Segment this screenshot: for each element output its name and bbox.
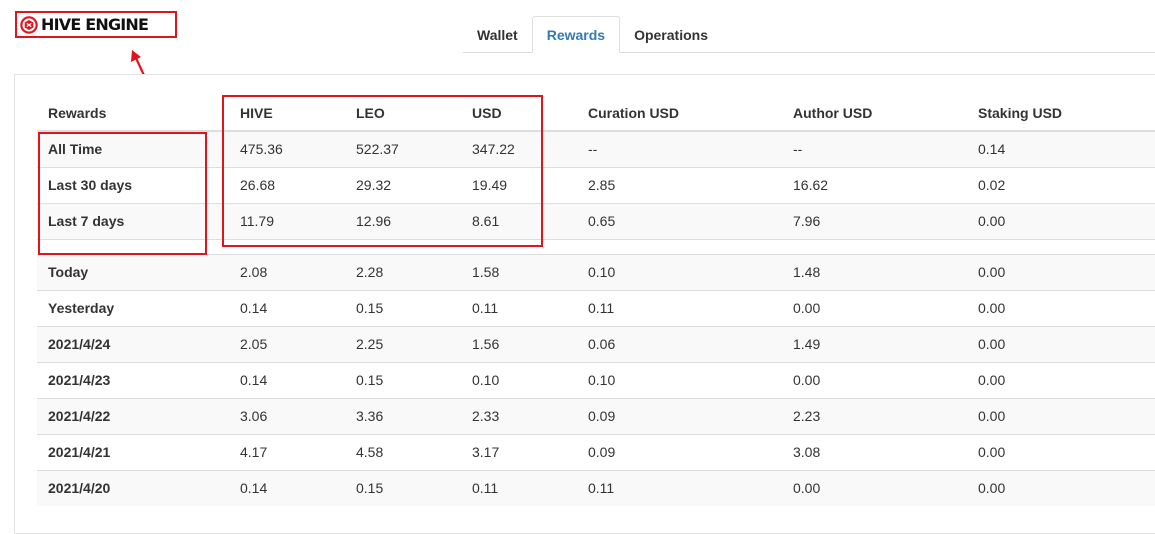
- table-cell: 0.00: [782, 361, 967, 398]
- table-cell: 0.00: [782, 289, 967, 326]
- table-cell: 0.06: [577, 325, 782, 362]
- column-header: LEO: [345, 95, 461, 132]
- table-cell: 0.65: [577, 202, 782, 239]
- table-cell: 0.00: [967, 325, 1155, 362]
- hive-engine-logo[interactable]: HIVE ENGINE: [15, 11, 177, 38]
- row-label: 2021/4/20: [37, 469, 229, 506]
- table-cell: 0.10: [577, 253, 782, 290]
- table-cell: 0.15: [345, 469, 461, 506]
- table-cell: 0.00: [967, 433, 1155, 470]
- table-cell: 2.28: [345, 253, 461, 290]
- table-row: Last 30 days 26.68 29.32 19.49 2.85 16.6…: [37, 166, 1155, 203]
- column-header: Author USD: [782, 95, 967, 132]
- table-cell: 0.00: [967, 361, 1155, 398]
- table-cell: 0.02: [967, 166, 1155, 203]
- table-cell: 0.09: [577, 397, 782, 434]
- table-row: All Time 475.36 522.37 347.22 -- -- 0.14: [37, 130, 1155, 167]
- table-cell: 3.08: [782, 433, 967, 470]
- table-cell: --: [782, 130, 967, 167]
- column-header: Curation USD: [577, 95, 782, 132]
- table-cell: 0.14: [229, 289, 345, 326]
- table-cell: --: [577, 130, 782, 167]
- row-label: 2021/4/22: [37, 397, 229, 434]
- table-cell: 7.96: [782, 202, 967, 239]
- table-spacer: [37, 238, 1155, 254]
- table-cell: 475.36: [229, 130, 345, 167]
- table-cell: 0.11: [577, 289, 782, 326]
- table-cell: 3.06: [229, 397, 345, 434]
- table-cell: 0.14: [229, 469, 345, 506]
- column-header: HIVE: [229, 95, 345, 132]
- row-label: 2021/4/23: [37, 361, 229, 398]
- row-label: Today: [37, 253, 229, 290]
- table-cell: 3.17: [461, 433, 577, 470]
- column-header: USD: [461, 95, 577, 132]
- table-cell: 0.15: [345, 289, 461, 326]
- row-label: All Time: [37, 130, 229, 167]
- table-cell: 11.79: [229, 202, 345, 239]
- table-cell: 0.10: [577, 361, 782, 398]
- row-label: 2021/4/24: [37, 325, 229, 362]
- table-cell: 2.08: [229, 253, 345, 290]
- table-cell: 2.85: [577, 166, 782, 203]
- table-cell: 2.23: [782, 397, 967, 434]
- table-cell: 2.25: [345, 325, 461, 362]
- table-cell: 0.11: [577, 469, 782, 506]
- hive-engine-logo-icon: [20, 15, 38, 34]
- table-cell: 4.58: [345, 433, 461, 470]
- table-row: 2021/4/20 0.14 0.15 0.11 0.11 0.00 0.00: [37, 469, 1155, 506]
- table-cell: 16.62: [782, 166, 967, 203]
- table-cell: 347.22: [461, 130, 577, 167]
- row-label: Yesterday: [37, 289, 229, 326]
- table-cell: 0.09: [577, 433, 782, 470]
- table-cell: 0.15: [345, 361, 461, 398]
- table-row: 2021/4/22 3.06 3.36 2.33 0.09 2.23 0.00: [37, 397, 1155, 434]
- row-label: Last 7 days: [37, 202, 229, 239]
- table-cell: 0.14: [229, 361, 345, 398]
- tab-operations[interactable]: Operations: [634, 27, 708, 43]
- row-label: 2021/4/21: [37, 433, 229, 470]
- table-row: 2021/4/23 0.14 0.15 0.10 0.10 0.00 0.00: [37, 361, 1155, 398]
- table-cell: 3.36: [345, 397, 461, 434]
- table-cell: 1.48: [782, 253, 967, 290]
- row-label: Last 30 days: [37, 166, 229, 203]
- table-cell: 0.00: [967, 469, 1155, 506]
- table-cell: 8.61: [461, 202, 577, 239]
- column-header: Rewards: [37, 95, 229, 132]
- table-cell: 2.33: [461, 397, 577, 434]
- table-cell: 0.14: [967, 130, 1155, 167]
- table-cell: 0.00: [967, 397, 1155, 434]
- table-row: Today 2.08 2.28 1.58 0.10 1.48 0.00: [37, 253, 1155, 290]
- table-cell: 0.00: [782, 469, 967, 506]
- table-cell: 1.49: [782, 325, 967, 362]
- table-cell: 1.58: [461, 253, 577, 290]
- table-cell: 0.11: [461, 469, 577, 506]
- table-header-row: Rewards HIVE LEO USD Curation USD Author…: [37, 95, 1155, 132]
- table-cell: 19.49: [461, 166, 577, 203]
- wallet-tabs: Wallet Rewards Operations: [463, 16, 1155, 53]
- table-cell: 522.37: [345, 130, 461, 167]
- tabs-divider: [463, 52, 1155, 53]
- tab-rewards[interactable]: Rewards: [531, 16, 621, 53]
- table-cell: 12.96: [345, 202, 461, 239]
- table-cell: 29.32: [345, 166, 461, 203]
- table-row: Yesterday 0.14 0.15 0.11 0.11 0.00 0.00: [37, 289, 1155, 326]
- rewards-table: Rewards HIVE LEO USD Curation USD Author…: [37, 95, 1155, 506]
- table-cell: 0.00: [967, 253, 1155, 290]
- table-cell: 2.05: [229, 325, 345, 362]
- table-row: 2021/4/21 4.17 4.58 3.17 0.09 3.08 0.00: [37, 433, 1155, 470]
- tab-wallet[interactable]: Wallet: [477, 27, 518, 43]
- table-cell: 0.10: [461, 361, 577, 398]
- table-cell: 26.68: [229, 166, 345, 203]
- table-cell: 0.00: [967, 289, 1155, 326]
- table-cell: 0.11: [461, 289, 577, 326]
- table-cell: 4.17: [229, 433, 345, 470]
- table-cell: 0.00: [967, 202, 1155, 239]
- table-cell: 1.56: [461, 325, 577, 362]
- table-row: 2021/4/24 2.05 2.25 1.56 0.06 1.49 0.00: [37, 325, 1155, 362]
- column-header: Staking USD: [967, 95, 1155, 132]
- logo-text: HIVE ENGINE: [41, 14, 149, 34]
- table-row: Last 7 days 11.79 12.96 8.61 0.65 7.96 0…: [37, 202, 1155, 239]
